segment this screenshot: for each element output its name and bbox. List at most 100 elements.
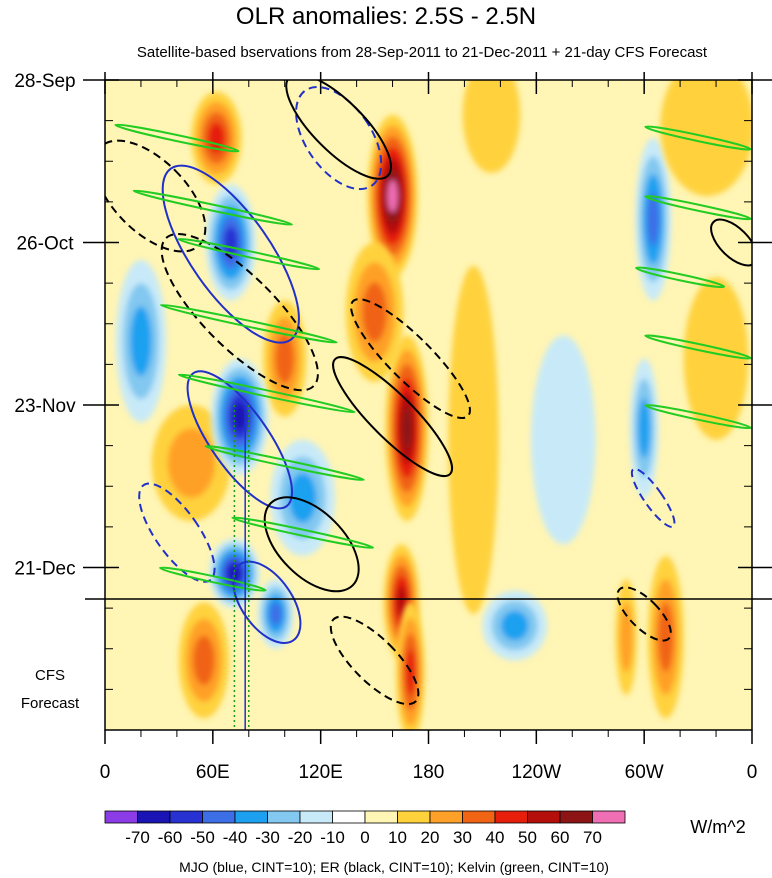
y-tick-label: 21-Dec [14,559,75,580]
colorbar-swatch [429,810,463,824]
olr-anomaly-level [647,192,660,247]
er-contour [263,496,360,593]
kelvin-contour [644,334,752,360]
olr-anomaly-level [619,602,633,672]
colorbar-swatch [104,810,138,824]
olr-anomaly-level [167,428,215,498]
er-contour [160,233,319,392]
colorbar-swatch [202,810,236,824]
x-tick-label: 0 [100,762,111,783]
olr-anomaly-blob [683,277,749,440]
colorbar-level-label: 20 [421,828,440,847]
mjo-contour [186,370,294,510]
olr-anomaly-blob [462,80,521,173]
kelvin-contour [204,444,365,482]
forecast-label-line1: CFS [35,667,65,684]
colorbar-level-label: -60 [158,828,183,847]
colorbar-swatch [299,810,333,824]
olr-anomaly-level [401,406,412,450]
mjo-contour [138,482,216,583]
olr-anomaly-blob [660,80,752,197]
colorbar-level-label: 10 [388,828,407,847]
olr-anomaly-level [130,306,152,376]
kelvin-contour [644,195,752,221]
colorbar-swatch [332,810,366,824]
er-contour [710,218,752,267]
y-axis: 28-Sep 26-Oct 23-Nov 21-Dec [14,71,772,731]
kelvin-contour [635,266,726,289]
olr-anomaly-level [233,403,247,430]
x-tick-label: 0 [747,762,758,783]
y-tick-label: 23-Nov [14,396,76,417]
colorbar-swatch [169,810,203,824]
mjo-contour [630,467,676,528]
kelvin-contour [644,125,752,151]
kelvin-contour [177,237,321,271]
er-contour [285,80,392,180]
colorbar-swatch [559,810,593,824]
olr-anomaly-blob [151,405,231,522]
forecast-label-line2: Forecast [21,695,80,712]
colorbar-level-label: 70 [583,828,602,847]
kelvin-contour [159,303,338,344]
colorbar-swatch [527,810,561,824]
colorbar-level-label: -70 [125,828,150,847]
olr-anomaly-level [683,277,749,440]
olr-anomaly-level [275,333,294,384]
colorbar-swatch [592,810,626,824]
mjo-contour [232,560,302,644]
x-tick-label: 120W [512,762,562,783]
x-axis: 0 60E 120E 180 120W 60W 0 [100,72,758,783]
olr-anomaly-blob [205,184,256,301]
olr-anomaly-level [288,472,317,523]
olr-anomaly-blob [385,335,429,522]
olr-anomaly-level [448,265,499,614]
y-tick-label: 28-Sep [14,71,75,92]
x-tick-label: 60W [625,762,664,783]
olr-anomaly-blob [211,358,269,475]
olr-anomaly-level [269,602,282,626]
plot-area [85,79,772,731]
olr-anomaly-blob [257,579,294,649]
chart-caption: MJO (blue, CINT=10); ER (black, CINT=10)… [179,859,609,875]
kelvin-contour [114,123,240,153]
kelvin-contour [132,189,293,226]
olr-anomaly-blob [482,590,548,661]
kelvin-contour [231,516,375,549]
olr-anomaly-level [362,282,387,342]
colorbar-swatch [364,810,398,824]
olr-anomaly-blob [448,265,499,614]
chart-subtitle: Satellite-based bservations from 28-Sep-… [137,44,708,61]
colorbar: -70 -60 -50 -40 -30 -20 -10 0 10 20 30 40 50 60 70 [104,810,626,847]
colorbar-level-label: 30 [453,828,472,847]
colorbar-swatch [494,810,528,824]
colorbar-level-label: -20 [288,828,313,847]
chart-title: OLR anomalies: 2.5S - 2.5N [236,3,536,30]
olr-anomaly-level [660,80,752,197]
kelvin-contour [159,566,267,592]
olr-anomaly-level [500,610,529,641]
x-tick-label: 120E [298,762,342,783]
er-contour [616,586,672,642]
mjo-contour [161,164,300,344]
olr-anomaly-blob [530,335,596,545]
x-tick-label: 60E [196,762,230,783]
colorbar-level-label: 40 [486,828,505,847]
colorbar-level-label: 50 [518,828,537,847]
olr-anomaly-level [462,80,521,173]
colorbar-swatch [462,810,496,824]
x-tick-label: 180 [413,762,445,783]
colorbar-level-label: -30 [255,828,280,847]
colorbar-level-label: -50 [190,828,215,847]
olr-anomaly-blob [345,242,404,382]
kelvin-contour [177,373,356,414]
olr-anomaly-level [638,398,651,459]
colorbar-swatch [267,810,301,824]
colorbar-swatch [234,810,268,824]
olr-anomaly-level [530,335,596,545]
colorbar-swatch [137,810,171,824]
olr-anomaly-blob [178,602,230,719]
colorbar-level-label: -10 [320,828,345,847]
mjo-contour [295,86,383,191]
